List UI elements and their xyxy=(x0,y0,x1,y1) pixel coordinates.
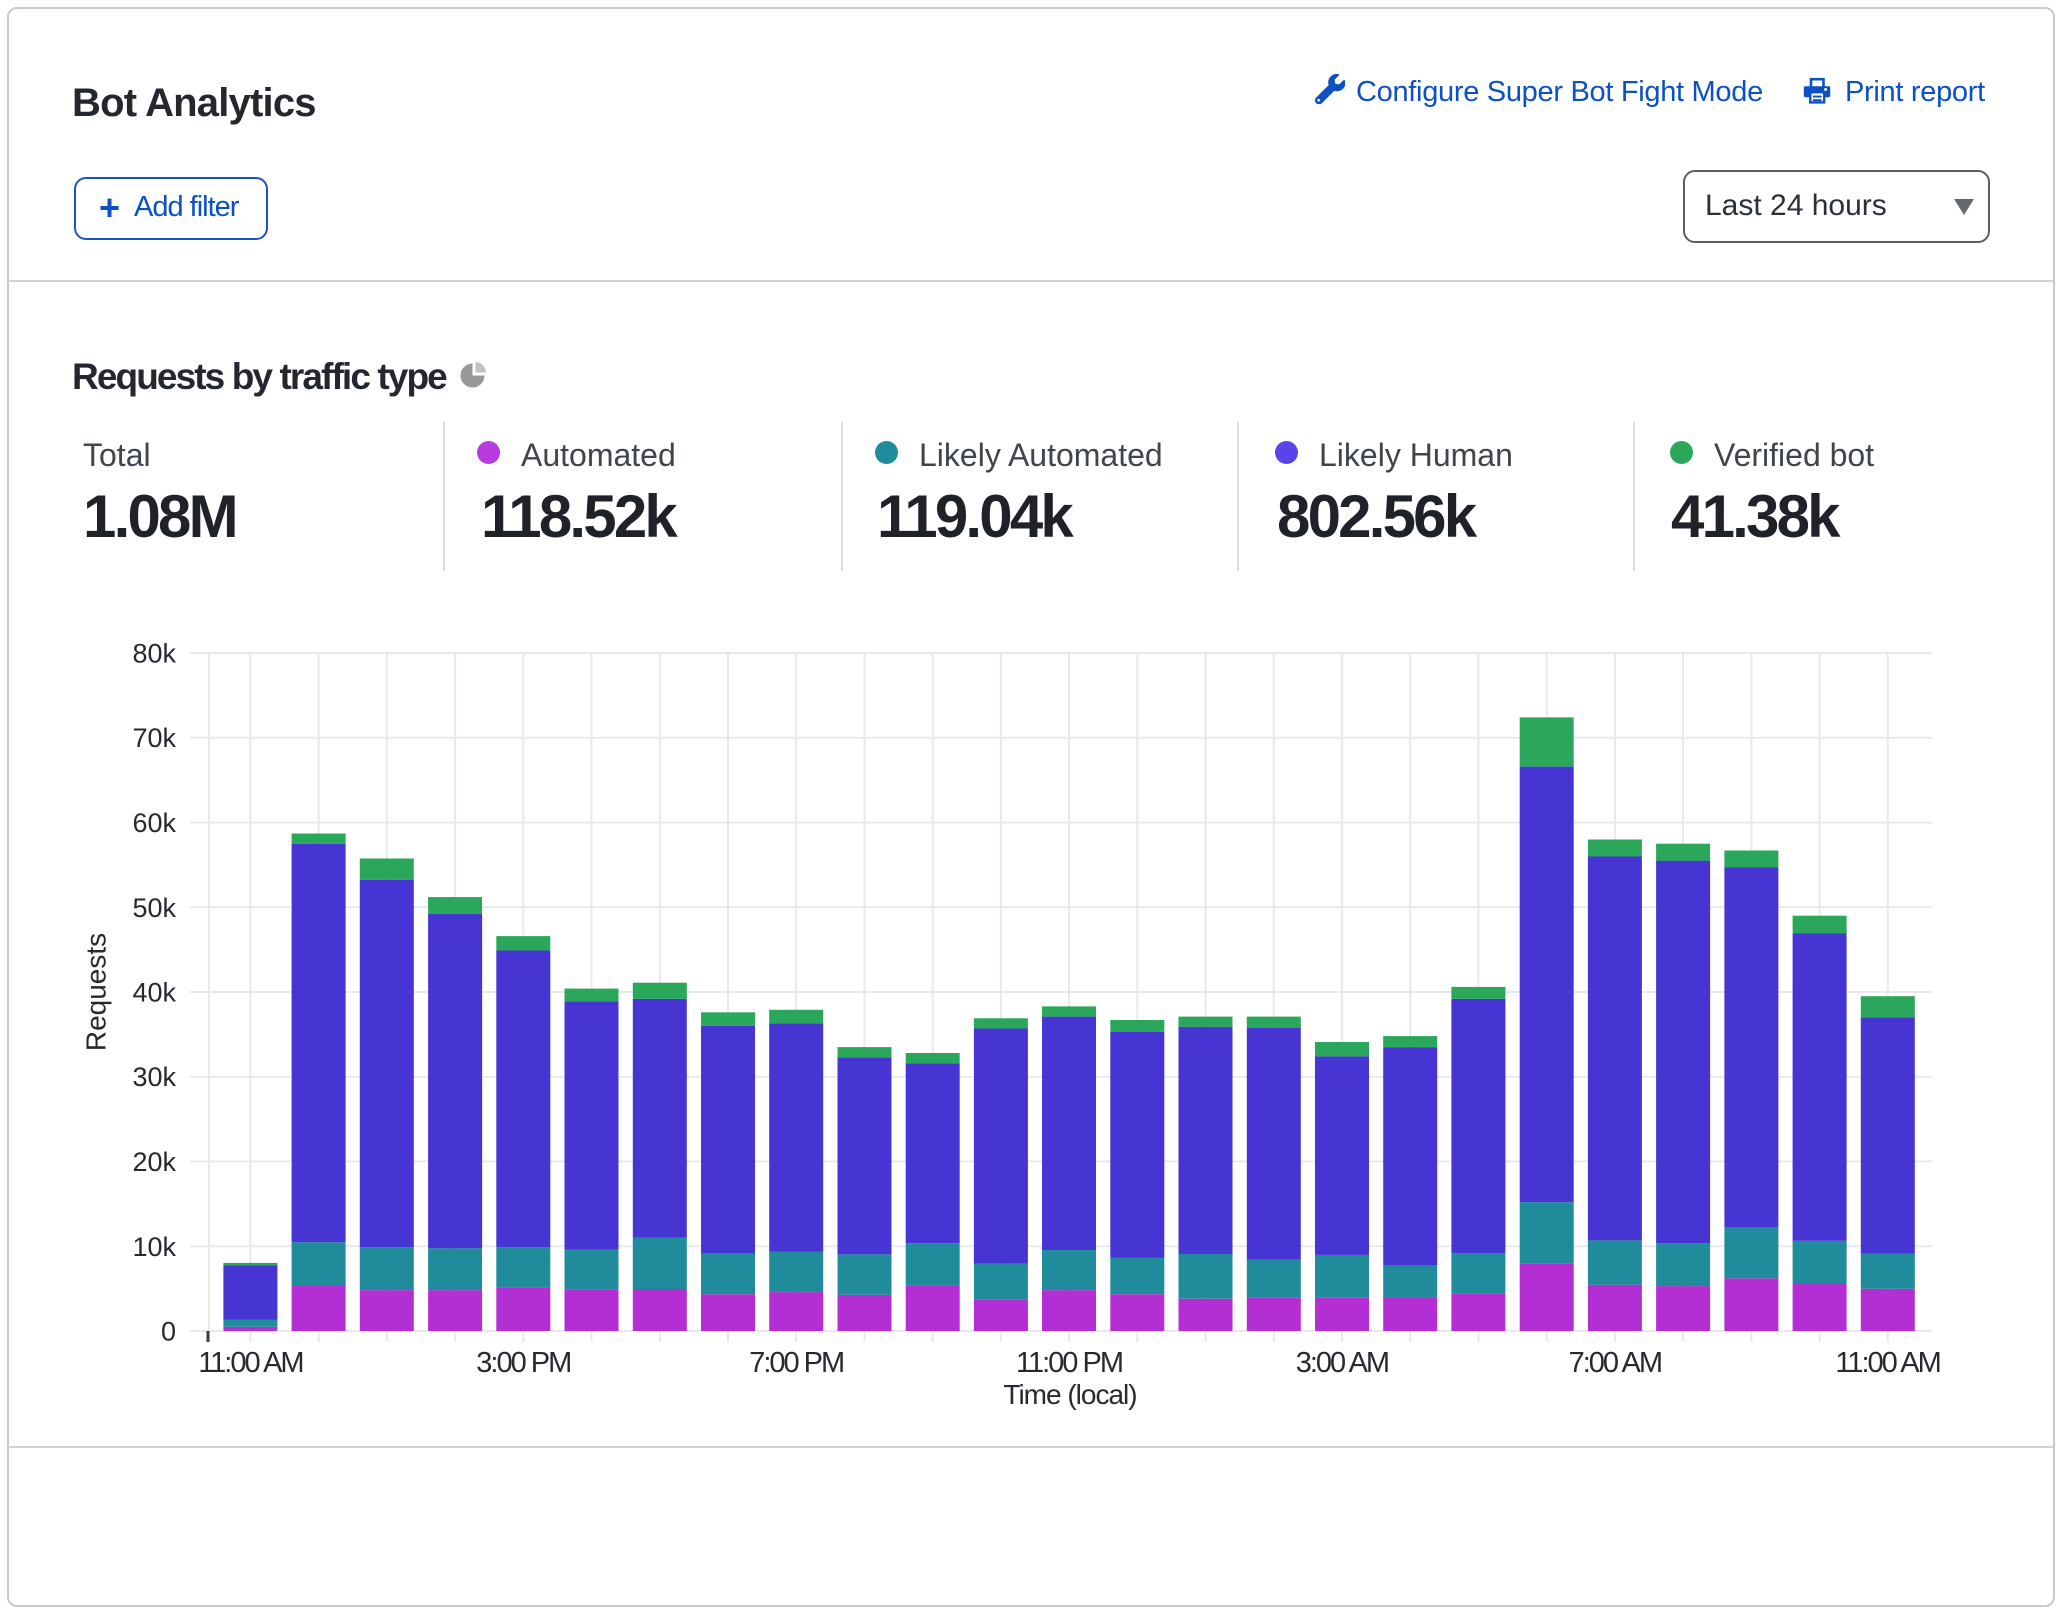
svg-text:80k: 80k xyxy=(132,639,176,669)
svg-text:60k: 60k xyxy=(132,808,176,838)
svg-text:7:00 AM: 7:00 AM xyxy=(1569,1347,1661,1379)
svg-text:Requests: Requests xyxy=(81,933,112,1051)
svg-text:3:00 PM: 3:00 PM xyxy=(476,1347,570,1379)
svg-text:70k: 70k xyxy=(132,723,176,753)
svg-text:Time (local): Time (local) xyxy=(1003,1379,1136,1410)
svg-text:11:00 AM: 11:00 AM xyxy=(198,1347,302,1379)
svg-text:20k: 20k xyxy=(132,1147,176,1177)
svg-text:40k: 40k xyxy=(132,978,176,1008)
svg-text:50k: 50k xyxy=(132,893,176,923)
svg-text:11:00 PM: 11:00 PM xyxy=(1016,1347,1122,1379)
svg-text:11:00 AM: 11:00 AM xyxy=(1835,1347,1939,1379)
svg-text:10k: 10k xyxy=(132,1232,176,1262)
svg-text:0: 0 xyxy=(161,1317,176,1347)
svg-text:30k: 30k xyxy=(132,1062,176,1092)
svg-text:3:00 AM: 3:00 AM xyxy=(1296,1347,1388,1379)
svg-text:7:00 PM: 7:00 PM xyxy=(749,1347,843,1379)
